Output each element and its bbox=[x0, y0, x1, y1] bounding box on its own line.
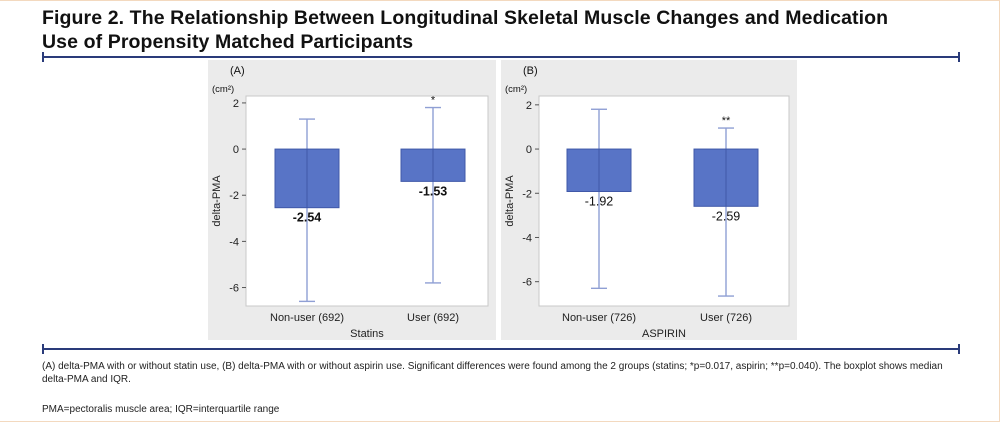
abbreviation-note: PMA=pectoralis muscle area; IQR=interqua… bbox=[42, 404, 280, 415]
box-group-2: -2.59 ** bbox=[693, 115, 759, 297]
frame-top-border bbox=[0, 0, 1000, 1]
figure-caption: (A) delta-PMA with or without statin use… bbox=[42, 361, 943, 385]
panel-b: (B) (cm²) 2 0 -2 -4 -6 delta-PMA -1.92 Non-user (… bbox=[501, 60, 797, 340]
y-tick-label: -6 bbox=[229, 283, 239, 295]
x-category-label: User (726) bbox=[700, 312, 752, 324]
y-tick-label: 0 bbox=[526, 144, 532, 156]
figure-title-line-1: Figure 2. The Relationship Between Longi… bbox=[42, 7, 889, 29]
figure-title: Figure 2. The Relationship Between Longi… bbox=[42, 6, 942, 54]
y-unit-label: (cm²) bbox=[505, 84, 527, 95]
y-tick-label: 2 bbox=[233, 98, 239, 110]
boxplot-b: (B) (cm²) 2 0 -2 -4 -6 delta-PMA -1.92 Non-user (… bbox=[501, 60, 797, 340]
median-label: -1.92 bbox=[585, 194, 614, 208]
y-tick-label: -4 bbox=[522, 232, 532, 244]
y-tick-label: -4 bbox=[229, 236, 239, 248]
panel-label: (A) bbox=[230, 65, 245, 77]
significance-marker: * bbox=[431, 95, 436, 107]
y-unit-label: (cm²) bbox=[212, 84, 234, 95]
bottom-divider bbox=[42, 344, 960, 354]
median-label: -2.59 bbox=[712, 209, 741, 223]
y-tick-label: -2 bbox=[229, 190, 239, 202]
x-axis-title: Statins bbox=[350, 328, 384, 340]
top-divider bbox=[42, 52, 960, 62]
median-label: -1.53 bbox=[419, 184, 448, 198]
panel-a: (A) (cm²) 2 0 -2 -4 -6 delta-PMA -2.54 Non-user (… bbox=[208, 60, 496, 340]
y-tick-label: -6 bbox=[522, 277, 532, 289]
boxplot-a: (A) (cm²) 2 0 -2 -4 -6 delta-PMA -2.54 Non-user (… bbox=[208, 60, 496, 340]
x-axis-title: ASPIRIN bbox=[642, 328, 686, 340]
figure-title-line-2: Use of Propensity Matched Participants bbox=[42, 31, 414, 53]
box-group-1: -1.92 bbox=[566, 108, 632, 290]
significance-marker: ** bbox=[722, 115, 731, 127]
y-axis-title: delta-PMA bbox=[211, 175, 223, 227]
y-tick-label: 0 bbox=[233, 144, 239, 156]
box-group-2: -1.53 * bbox=[400, 95, 466, 284]
x-category-label: Non-user (726) bbox=[562, 312, 636, 324]
x-category-label: User (692) bbox=[407, 312, 459, 324]
x-category-label: Non-user (692) bbox=[270, 312, 344, 324]
median-label: -2.54 bbox=[293, 211, 322, 225]
y-tick-label: 2 bbox=[526, 100, 532, 112]
y-axis-title: delta-PMA bbox=[504, 175, 516, 227]
y-tick-label: -2 bbox=[522, 188, 532, 200]
panel-label: (B) bbox=[523, 65, 538, 77]
box-group-1: -2.54 bbox=[274, 118, 340, 303]
